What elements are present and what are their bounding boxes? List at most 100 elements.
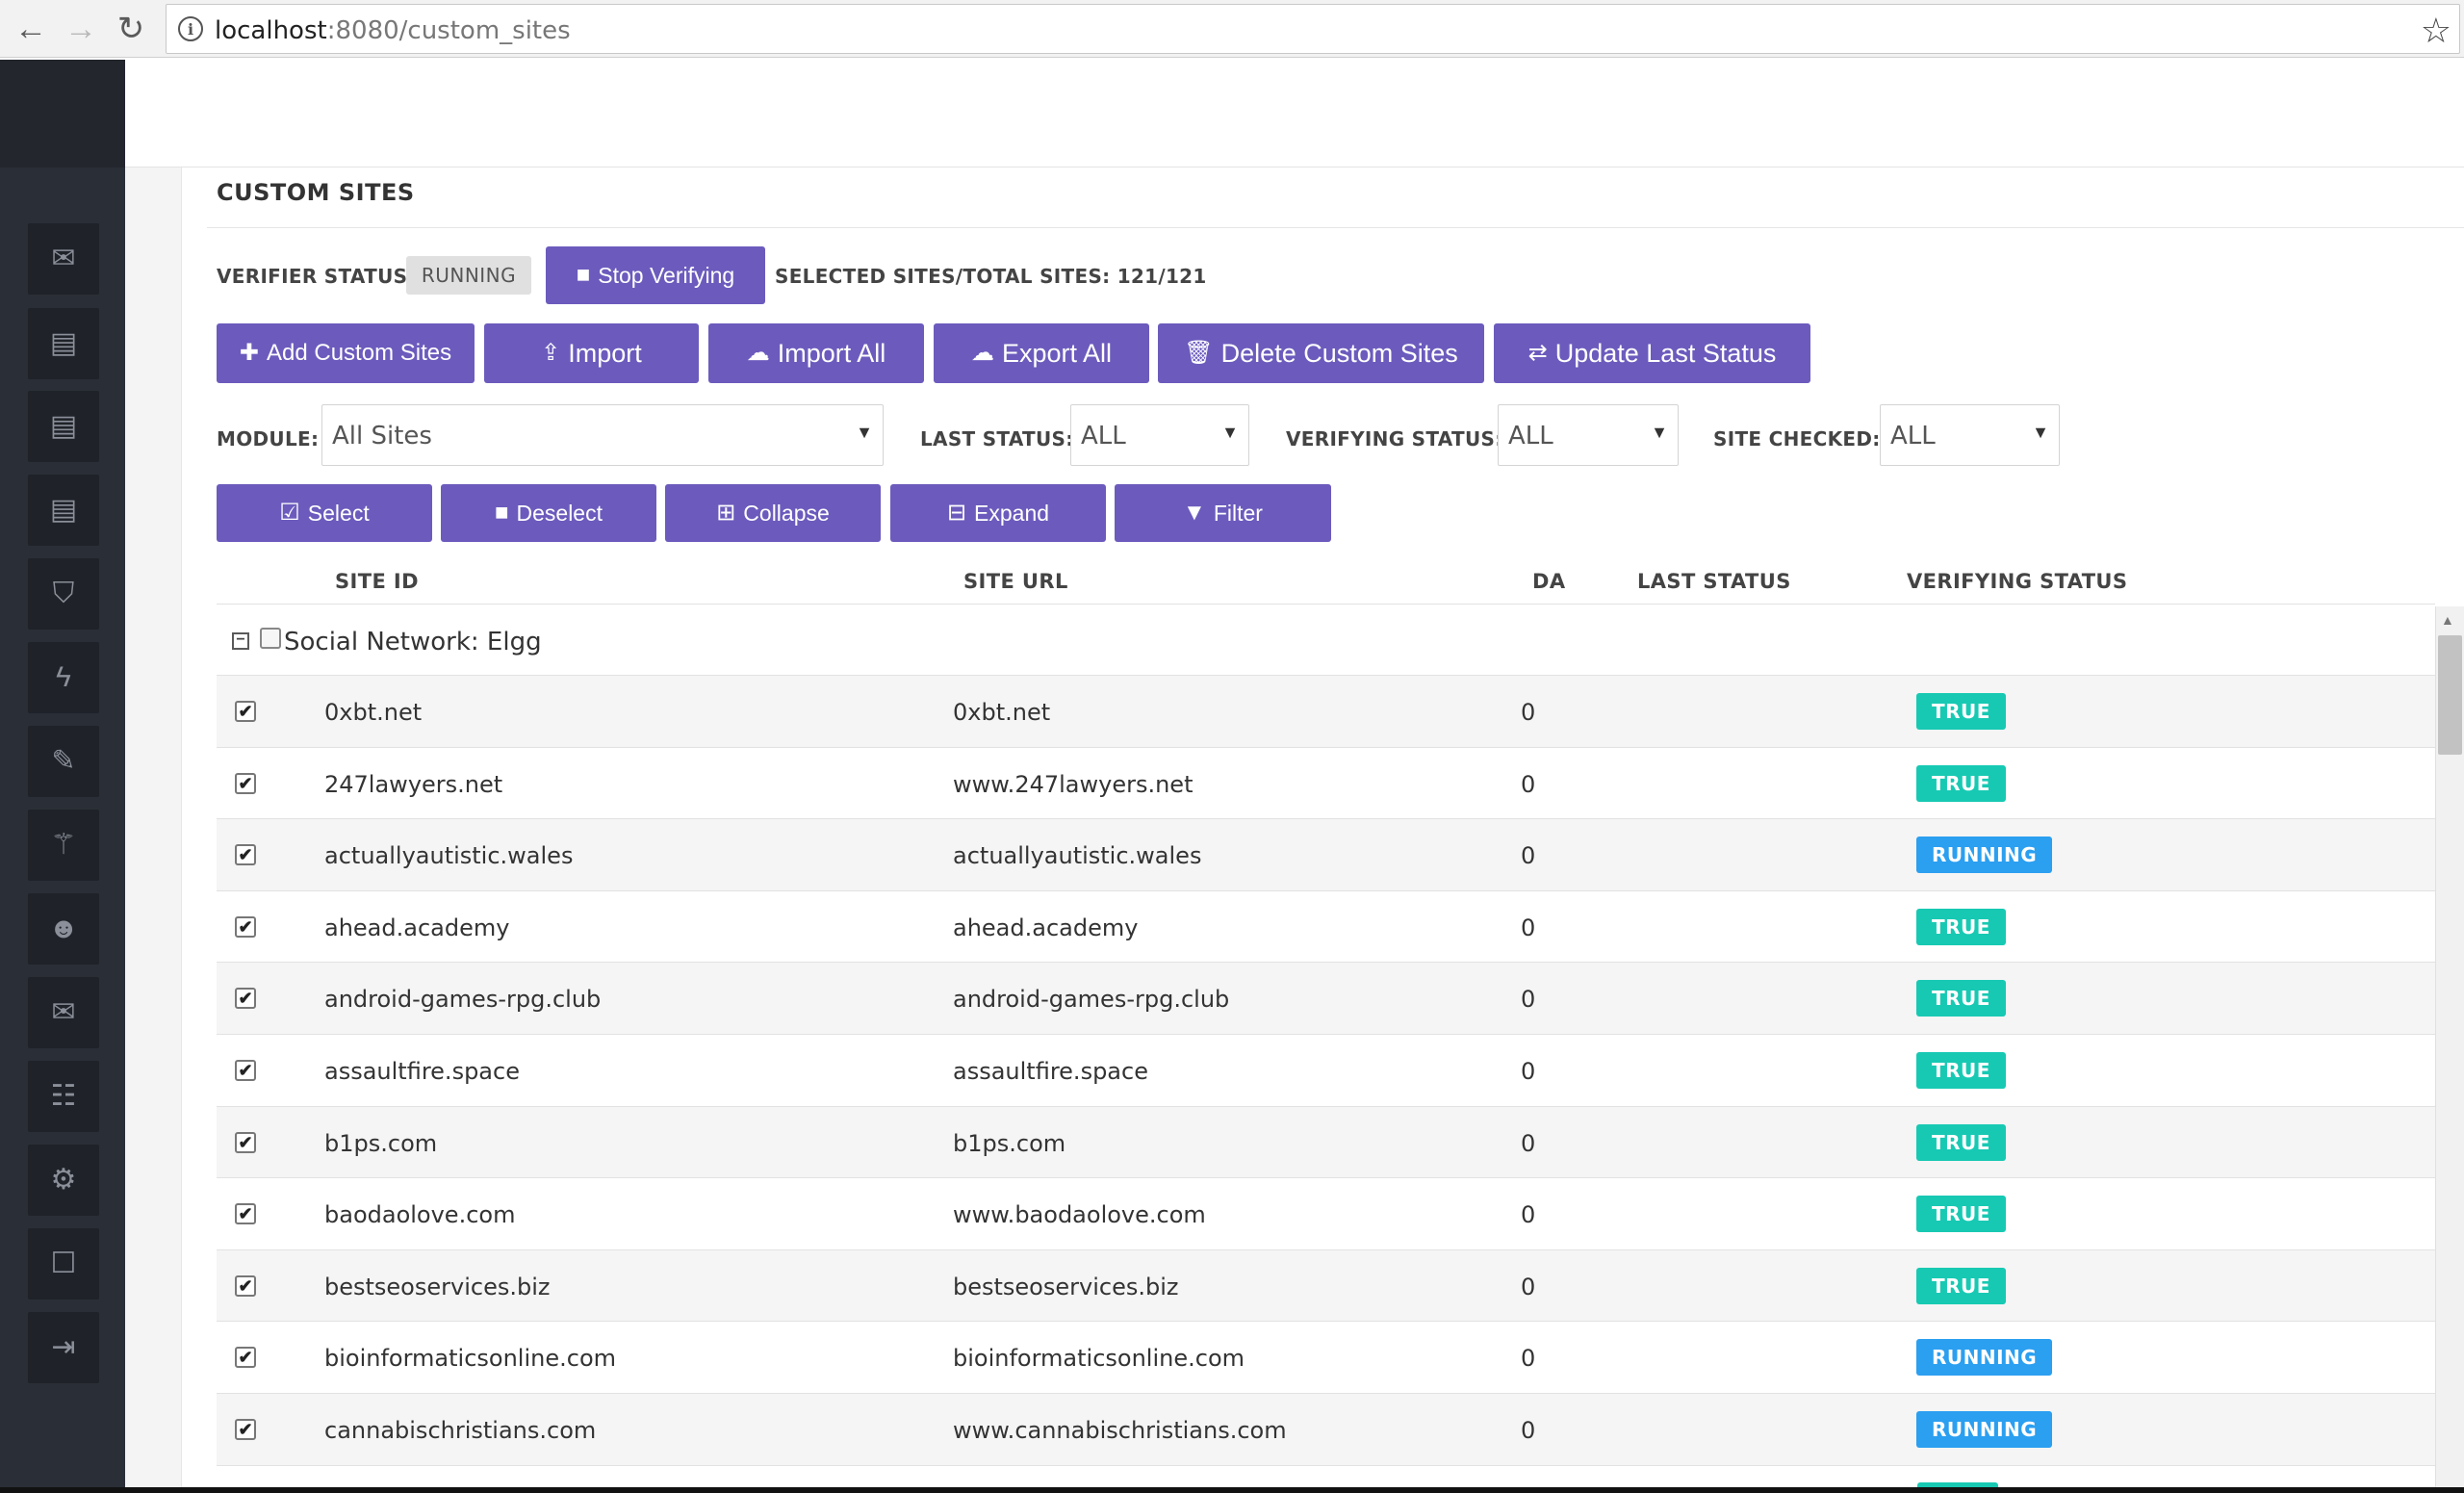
export-all-label: Export All: [1001, 338, 1113, 368]
table-row[interactable]: ✔ b1ps.com b1ps.com 0 TRUE: [217, 1106, 2435, 1179]
stop-square-icon: ■: [576, 262, 591, 288]
row-checkbox[interactable]: ✔: [235, 1203, 256, 1225]
row-checkbox[interactable]: ✔: [235, 1131, 256, 1153]
module-label: MODULE:: [217, 427, 320, 450]
site-url-cell: www.baodaolove.com: [953, 1201, 1206, 1229]
da-cell: 0: [1521, 986, 1536, 1014]
verifying-status-badge: TRUE: [1916, 980, 2006, 1017]
verifying-status-badge: TRUE: [1916, 1196, 2006, 1233]
import-label: Import: [568, 338, 642, 368]
add-custom-sites-label: Add Custom Sites: [267, 340, 452, 366]
select-button[interactable]: ☑ Select: [217, 484, 432, 542]
upload-icon: ⇪: [541, 340, 561, 366]
export-all-button[interactable]: ☁ Export All: [934, 323, 1149, 383]
update-last-status-button[interactable]: ⇄ Update Last Status: [1494, 323, 1810, 383]
site-url-cell: assaultfire.space: [953, 1057, 1148, 1085]
delete-custom-sites-label: Delete Custom Sites: [1220, 338, 1458, 368]
import-button[interactable]: ⇪ Import: [484, 323, 699, 383]
col-header-site-url[interactable]: SITE URL: [963, 570, 1068, 593]
table-row[interactable]: ✔ assaultfire.space assaultfire.space 0 TRUE: [217, 1035, 2435, 1107]
sidebar-item-6[interactable]: ϟ: [28, 642, 99, 713]
stop-verifying-button[interactable]: ■ Stop Verifying: [546, 246, 765, 304]
table-body: ✔ 0xbt.net 0xbt.net 0 TRUE ✔ 247lawyers.net www…: [217, 676, 2435, 1466]
update-last-status-label: Update Last Status: [1554, 338, 1777, 368]
sidebar-item-5[interactable]: ⛉: [28, 558, 99, 630]
sidebar-item-13[interactable]: ☐: [28, 1228, 99, 1300]
col-header-site-id[interactable]: SITE ID: [335, 570, 419, 593]
address-bar[interactable]: i localhost:8080/custom_sites ☆: [166, 4, 2460, 54]
col-header-last-status[interactable]: LAST STATUS: [1637, 570, 1791, 593]
sidebar-item-2[interactable]: ▤: [28, 308, 99, 379]
collapse-button[interactable]: ⊞ Collapse: [665, 484, 881, 542]
exchange-icon: ⇄: [1527, 340, 1548, 366]
last-status-select[interactable]: ALL ▼: [1070, 404, 1249, 466]
back-arrow-icon[interactable]: ←: [14, 10, 47, 47]
site-checked-select-value: ALL: [1890, 422, 1936, 450]
module-select[interactable]: All Sites ▼: [321, 404, 884, 466]
table-row[interactable]: ✔ baodaolove.com www.baodaolove.com 0 TRUE: [217, 1178, 2435, 1250]
col-header-verifying-status[interactable]: VERIFYING STATUS: [1907, 570, 2128, 593]
import-all-button[interactable]: ☁ Import All: [708, 323, 924, 383]
collapse-minus-icon[interactable]: −: [232, 632, 249, 650]
site-id-cell: assaultfire.space: [324, 1057, 520, 1085]
row-checkbox[interactable]: ✔: [235, 1347, 256, 1369]
add-custom-sites-button[interactable]: ✚ Add Custom Sites: [217, 323, 475, 383]
minus-square-icon: ⊟: [946, 500, 967, 526]
table-row[interactable]: ✔ actuallyautistic.wales actuallyautistic.…: [217, 819, 2435, 891]
expand-label: Expand: [974, 500, 1050, 526]
verifying-status-badge: TRUE: [1916, 1267, 2006, 1304]
row-checkbox[interactable]: ✔: [235, 1274, 256, 1297]
verifying-status-badge: TRUE: [1916, 693, 2006, 730]
stop-verifying-label: Stop Verifying: [598, 262, 735, 288]
group-checkbox[interactable]: [260, 628, 281, 649]
sidebar-item-4[interactable]: ▤: [28, 475, 99, 546]
row-checkbox[interactable]: ✔: [235, 1418, 256, 1440]
scrollbar-thumb[interactable]: [2438, 635, 2462, 755]
scroll-up-arrow-icon[interactable]: ▲: [2441, 612, 2454, 628]
sidebar-item-12[interactable]: ⚙: [28, 1145, 99, 1216]
table-row[interactable]: ✔ bioinformaticsonline.com bioinformaticso…: [217, 1322, 2435, 1394]
selected-total-sites: SELECTED SITES/TOTAL SITES: 121/121: [775, 265, 1207, 288]
deselect-button[interactable]: ■ Deselect: [441, 484, 656, 542]
sidebar-item-3[interactable]: ▤: [28, 391, 99, 462]
funnel-icon: ▼: [1183, 500, 1206, 526]
info-icon[interactable]: i: [178, 16, 203, 41]
site-id-cell: bestseoservices.biz: [324, 1273, 551, 1300]
site-url-cell: android-games-rpg.club: [953, 986, 1230, 1014]
sidebar-item-7[interactable]: ✎: [28, 726, 99, 797]
table-row[interactable]: ✔ 247lawyers.net www.247lawyers.net 0 TRUE: [217, 748, 2435, 820]
row-checkbox[interactable]: ✔: [235, 988, 256, 1010]
col-header-da[interactable]: DA: [1532, 570, 1566, 593]
expand-button[interactable]: ⊟ Expand: [890, 484, 1106, 542]
delete-custom-sites-button[interactable]: 🗑 Delete Custom Sites: [1158, 323, 1484, 383]
row-checkbox[interactable]: ✔: [235, 915, 256, 938]
site-id-cell: 247lawyers.net: [324, 770, 503, 798]
reload-icon[interactable]: ↻: [116, 11, 145, 47]
site-checked-select[interactable]: ALL ▼: [1880, 404, 2060, 466]
row-checkbox[interactable]: ✔: [235, 772, 256, 794]
site-id-cell: actuallyautistic.wales: [324, 842, 574, 870]
sidebar-item-1[interactable]: ✉: [28, 223, 99, 295]
verifying-status-select[interactable]: ALL ▼: [1498, 404, 1679, 466]
bookmark-star-icon[interactable]: ☆: [2420, 11, 2451, 50]
forward-arrow-icon[interactable]: →: [64, 10, 97, 47]
da-cell: 0: [1521, 1416, 1536, 1444]
table-row[interactable]: ✔ 0xbt.net 0xbt.net 0 TRUE: [217, 676, 2435, 748]
url-text[interactable]: localhost:8080/custom_sites: [215, 16, 571, 45]
row-checkbox[interactable]: ✔: [235, 1059, 256, 1081]
sidebar-item-9[interactable]: ☻: [28, 893, 99, 965]
filter-button[interactable]: ▼ Filter: [1115, 484, 1331, 542]
sidebar-item-10[interactable]: ✉: [28, 977, 99, 1048]
table-header-divider: [217, 604, 2435, 605]
table-row[interactable]: ✔ ahead.academy ahead.academy 0 TRUE: [217, 891, 2435, 964]
table-row[interactable]: ✔ cannabischristians.com www.cannabischris…: [217, 1393, 2435, 1466]
row-checkbox[interactable]: ✔: [235, 844, 256, 866]
sign-out-icon: ⇥: [51, 1331, 76, 1363]
table-row[interactable]: ✔ android-games-rpg.club android-games-rpg…: [217, 963, 2435, 1035]
table-row[interactable]: ✔ bestseoservices.biz bestseoservices.biz 0…: [217, 1249, 2435, 1323]
square-icon: ■: [495, 500, 509, 526]
sidebar-item-11[interactable]: ☷: [28, 1061, 99, 1132]
sidebar-item-8[interactable]: ⚚: [28, 810, 99, 881]
sidebar-item-14[interactable]: ⇥: [28, 1312, 99, 1383]
row-checkbox[interactable]: ✔: [235, 701, 256, 722]
